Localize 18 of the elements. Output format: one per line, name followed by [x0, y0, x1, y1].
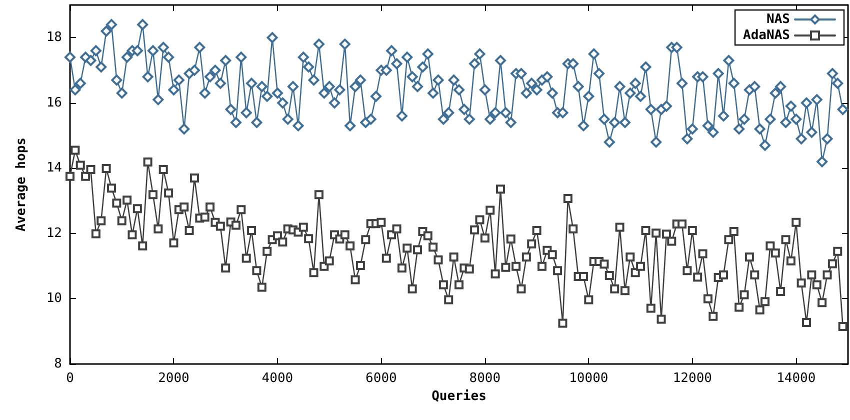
x-tick-label: 0 — [66, 371, 74, 386]
x-tick-label: 2000 — [158, 371, 190, 386]
x-tick-label: 12000 — [672, 371, 712, 386]
y-tick-label: 12 — [46, 226, 62, 241]
y-axis-title: Average hops — [14, 138, 29, 232]
y-tick-label: 18 — [46, 30, 62, 46]
legend-label: NAS — [766, 12, 790, 27]
y-tick-label: 16 — [46, 95, 62, 110]
x-axis-title: Queries — [432, 389, 486, 404]
legend-label: AdaNAS — [743, 28, 790, 43]
x-tick-label: 14000 — [776, 371, 816, 386]
y-tick-label: 14 — [46, 160, 62, 176]
x-tick-label: 6000 — [366, 371, 397, 386]
x-tick-label: 4000 — [262, 371, 294, 386]
x-tick-label: 8000 — [469, 371, 501, 386]
y-tick-label: 8 — [54, 356, 62, 372]
x-tick-label: 10000 — [569, 371, 608, 386]
y-tick-label: 10 — [46, 291, 62, 306]
